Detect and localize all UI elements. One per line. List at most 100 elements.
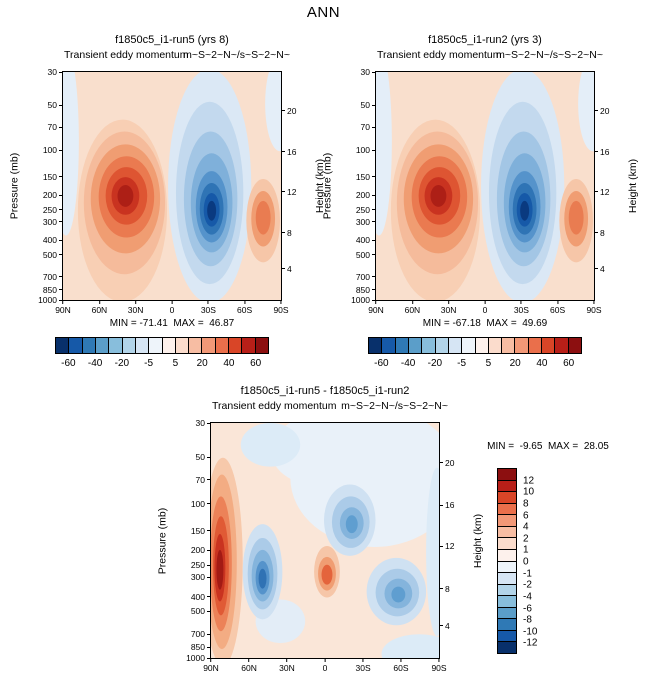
- colorbar-diff-cells: [497, 468, 517, 654]
- colorbar-cell: [498, 469, 516, 481]
- colorbar-tick: 20: [509, 358, 521, 369]
- pressure-axis-diff: 30 50 70 100 150 200 250 300 400 500 700 850 1000: [175, 418, 211, 663]
- pressure-tick: 50: [196, 452, 211, 462]
- latitude-tick: 90N: [368, 300, 384, 315]
- colorbar-cell: [498, 573, 516, 585]
- latitude-tick: 30S: [201, 300, 216, 315]
- height-tick: 4: [281, 264, 292, 274]
- colorbar-tick: 2: [523, 533, 529, 545]
- panel-run5-title: f1850c5_i1-run5 (yrs 8): [115, 34, 229, 46]
- colorbar-cell: [488, 338, 503, 353]
- colorbar-run2-labels: -60 -40 -20 -5 5 20 40 60: [368, 358, 582, 372]
- contour-plot-run2: 30 50 70 100 150 200 250 300 400 500 700 850 1000 20…: [321, 67, 639, 315]
- colorbar-cell: [528, 338, 543, 353]
- pressure-tick: 150: [191, 526, 211, 536]
- panel-units-label: m~S~2~N~/s~S~2~N~: [183, 49, 290, 61]
- pressure-tick: 300: [191, 572, 211, 582]
- latitude-tick: 60N: [92, 300, 107, 315]
- latitude-tick: 90S: [431, 658, 447, 673]
- pressure-tick: 400: [43, 235, 63, 245]
- panel-subtitle: Transient eddy momentum: [212, 400, 337, 412]
- colorbar-tick: -6: [523, 603, 532, 614]
- colorbar-tick: 0: [523, 556, 529, 568]
- pressure-tick: 100: [43, 145, 63, 155]
- height-tick: 8: [281, 228, 292, 238]
- pressure-tick: 300: [356, 217, 376, 227]
- panel-units-label: m~S~2~N~/s~S~2~N~: [341, 400, 448, 412]
- pressure-axis-label: Pressure (mb): [8, 152, 21, 220]
- pressure-tick: 30: [48, 67, 63, 77]
- figure-title: ANN: [306, 4, 341, 21]
- height-axis-run2: 20 16 12 8 4: [594, 72, 624, 300]
- panel-diff: f1850c5_i1-run5 - f1850c5_i1-run2 Transi…: [156, 385, 484, 673]
- height-axis-diff: 20 16 12 8 4: [439, 423, 469, 658]
- colorbar-tick: 4: [523, 521, 529, 533]
- pressure-axis-run5: 30 50 70 100 150 200 250 300 400 500 700 850 1000: [27, 67, 63, 305]
- pressure-tick: 400: [356, 235, 376, 245]
- minmax-stats-diff: MIN = -9.65 MAX = 28.05: [487, 441, 609, 452]
- pressure-tick: 70: [361, 122, 376, 132]
- colorbar-cell: [422, 338, 436, 353]
- colorbar-cell: [498, 549, 516, 562]
- colorbar-cell: [498, 503, 516, 516]
- colorbar-cell: [122, 338, 136, 353]
- pressure-tick: 250: [356, 205, 376, 215]
- colorbar-tick: -1: [523, 568, 532, 580]
- contour-field-diff: [211, 423, 439, 658]
- colorbar-cell: [175, 338, 190, 353]
- pressure-axis-run2: 30 50 70 100 150 200 250 300 400 500 700 850 1000: [340, 67, 376, 305]
- latitude-tick: 90S: [273, 300, 289, 315]
- colorbar-cell: [498, 561, 516, 574]
- colorbar-cell: [498, 619, 516, 631]
- colorbar-tick: 1: [523, 544, 529, 556]
- colorbar-tick: -5: [457, 358, 467, 369]
- colorbar-tick: 12: [523, 475, 535, 487]
- pressure-tick: 1000: [186, 653, 211, 663]
- colorbar-cell: [502, 338, 516, 353]
- colorbar-diff: 12 10 8 6 4 2 1 0 -1 -2 -4 -6 -8 -10 -12: [497, 468, 537, 656]
- colorbar-cell: [498, 630, 516, 643]
- height-tick: 12: [281, 187, 296, 197]
- panel-subtitle: Transient eddy momentum: [377, 49, 502, 61]
- pressure-tick: 300: [43, 217, 63, 227]
- height-tick: 8: [439, 584, 450, 594]
- pressure-axis-label: Pressure (mb): [156, 507, 169, 574]
- pressure-tick: 250: [43, 205, 63, 215]
- panel-diff-title: f1850c5_i1-run5 - f1850c5_i1-run2: [240, 385, 410, 397]
- latitude-tick: 0: [170, 300, 174, 315]
- colorbar-tick: 40: [536, 358, 548, 369]
- pressure-axis-label: Pressure (mb): [321, 152, 334, 220]
- colorbar-cell: [498, 584, 516, 597]
- panel-diff-subtitle-row: Transient eddy momentum m~S~2~N~/s~S~2~N…: [210, 400, 448, 413]
- colorbar-cell: [515, 338, 529, 353]
- pressure-tick: 250: [191, 560, 211, 570]
- pressure-tick: 200: [356, 190, 376, 200]
- height-tick: 16: [439, 500, 454, 510]
- pressure-tick: 400: [191, 592, 211, 602]
- colorbar-cell: [498, 526, 516, 539]
- latitude-tick: 0: [483, 300, 487, 315]
- pressure-tick: 700: [43, 272, 63, 282]
- panel-subtitle: Transient eddy momentum: [64, 49, 189, 61]
- colorbar-tick: 6: [523, 510, 529, 521]
- colorbar-cell: [395, 338, 409, 353]
- colorbar-tick: -20: [114, 358, 130, 369]
- colorbar-cell: [498, 515, 516, 527]
- pressure-tick: 100: [356, 145, 376, 155]
- height-axis-label: Height (km): [627, 158, 640, 214]
- colorbar-cell: [162, 338, 176, 353]
- pressure-tick: 850: [191, 642, 211, 652]
- pressure-tick: 70: [48, 122, 63, 132]
- colorbar-run5-labels: -60 -40 -20 -5 5 20 40 60: [55, 358, 269, 372]
- pressure-tick: 200: [43, 190, 63, 200]
- colorbar-cell: [382, 338, 396, 353]
- colorbar-cell: [149, 338, 163, 353]
- colorbar-cell: [498, 492, 516, 504]
- pressure-tick: 150: [356, 172, 376, 182]
- pressure-tick: 700: [191, 629, 211, 639]
- contour-plot-diff: 30 50 70 100 150 200 250 300 400 500 700 850 1000 20…: [156, 418, 484, 673]
- colorbar-tick: -60: [61, 358, 76, 369]
- height-tick: 16: [281, 147, 296, 157]
- contour-field-run2: [376, 72, 594, 300]
- colorbar-tick: 5: [485, 358, 492, 369]
